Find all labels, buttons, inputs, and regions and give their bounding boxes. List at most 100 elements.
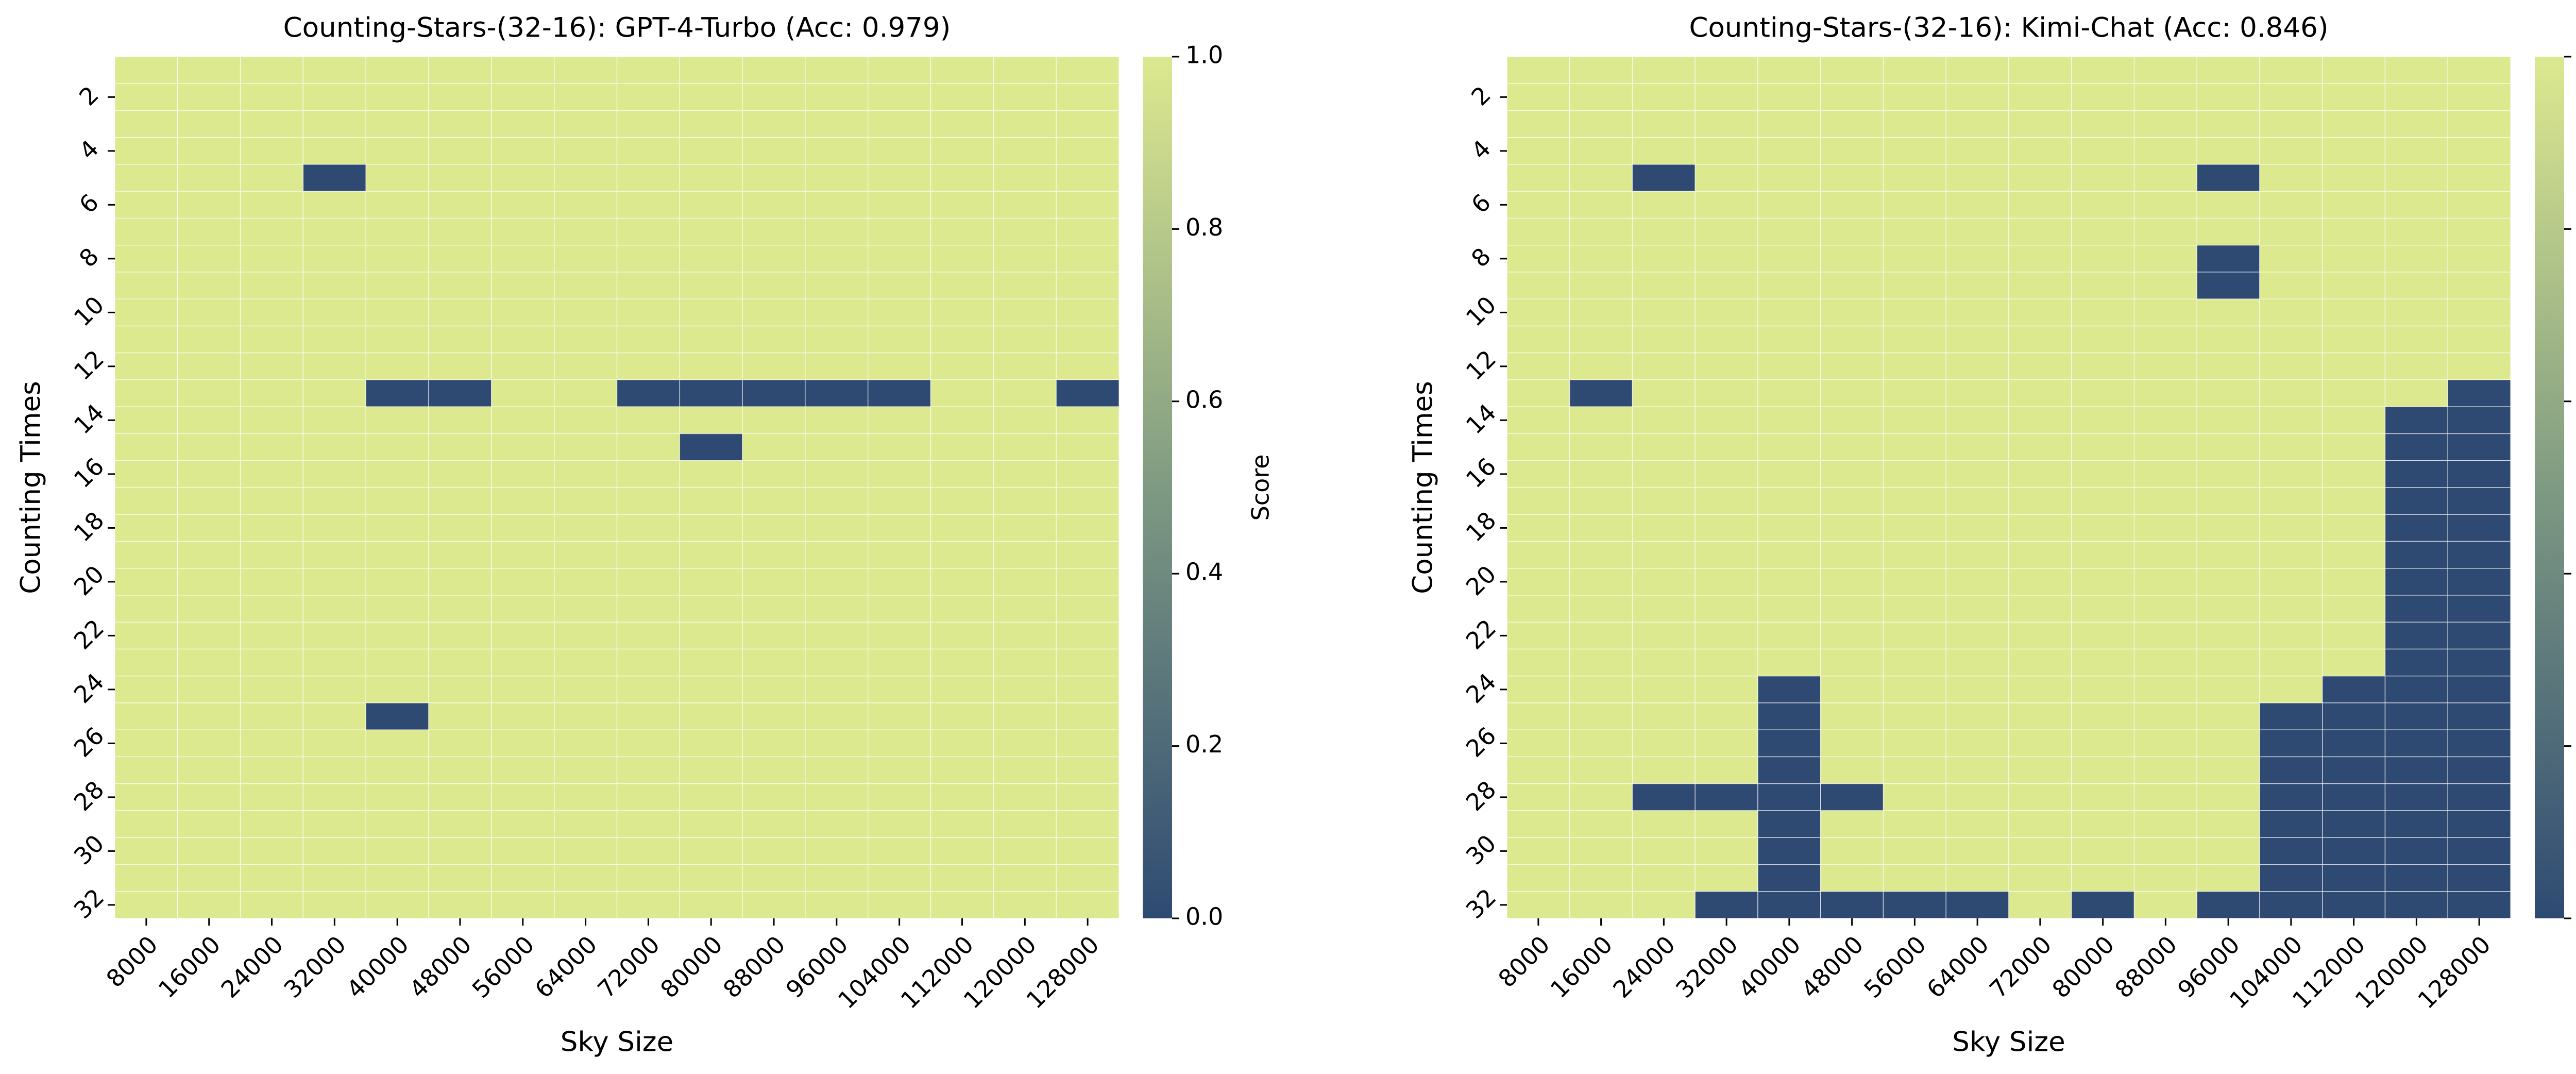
heatmap-cell <box>1569 460 1633 488</box>
y-tick-label: 8 <box>74 242 104 273</box>
heatmap-cell <box>1757 648 1821 677</box>
heatmap-cell <box>930 541 994 569</box>
heatmap-cell <box>365 891 429 919</box>
y-tick-label: 2 <box>1466 80 1496 111</box>
heatmap-cell <box>2322 406 2386 434</box>
heatmap-cell <box>1056 110 1120 138</box>
heatmap-cell <box>2447 460 2511 488</box>
heatmap-cell <box>868 433 931 461</box>
heatmap-cell <box>2196 676 2260 703</box>
heatmap-cell <box>1632 298 1696 327</box>
heatmap-cell <box>2259 864 2323 892</box>
heatmap-cell <box>1883 514 1946 542</box>
heatmap-cell <box>553 56 618 84</box>
heatmap-cell <box>1569 622 1633 650</box>
heatmap-cell <box>240 353 304 380</box>
heatmap-cell <box>868 702 931 730</box>
heatmap-cell <box>1757 164 1821 192</box>
heatmap-cell <box>114 648 178 677</box>
heatmap-cell <box>2322 783 2386 811</box>
heatmap-cell <box>2196 622 2260 650</box>
colorbar-tick-label: 1.0 <box>1185 41 1223 69</box>
heatmap-cell <box>1757 756 1821 784</box>
heatmap-cell <box>1569 379 1633 407</box>
heatmap-cell <box>1694 83 1758 111</box>
heatmap-cell <box>2008 110 2072 138</box>
heatmap-cell <box>1945 110 2009 138</box>
heatmap-cell <box>240 729 304 758</box>
heatmap-cell <box>2384 810 2448 838</box>
heatmap-cell <box>1820 460 1884 488</box>
heatmap-cell <box>2322 756 2386 784</box>
heatmap-cell <box>993 702 1057 730</box>
heatmap-cell <box>1506 676 1570 703</box>
heatmap-cell <box>428 83 492 111</box>
heatmap-cell <box>2133 191 2197 219</box>
heatmap-cell <box>1820 648 1884 677</box>
heatmap-cell <box>2322 729 2386 758</box>
heatmap-cell <box>2259 298 2323 327</box>
heatmap-cell <box>2322 110 2386 138</box>
heatmap-cell <box>2196 325 2260 354</box>
heatmap-cell <box>2071 702 2135 730</box>
heatmap-cell <box>1883 837 1946 865</box>
heatmap-cell <box>2071 648 2135 677</box>
heatmap-cell <box>1883 433 1946 461</box>
heatmap-cell <box>177 864 241 892</box>
heatmap-cell <box>2008 487 2072 515</box>
heatmap-cell <box>742 487 806 515</box>
x-tick-label: 88000 <box>718 930 791 1003</box>
heatmap-cell <box>302 622 366 650</box>
heatmap-cell <box>1694 541 1758 569</box>
heatmap-cell <box>114 729 178 758</box>
heatmap-cell <box>1820 891 1884 919</box>
heatmap-cell <box>742 325 806 354</box>
heatmap-cell <box>993 110 1057 138</box>
heatmap-cell <box>2447 595 2511 623</box>
heatmap-cell <box>679 837 743 865</box>
heatmap-cell <box>553 164 618 192</box>
heatmap-cell <box>2196 648 2260 677</box>
heatmap-cell <box>1945 217 2009 246</box>
heatmap-cell <box>1694 702 1758 730</box>
heatmap-cell <box>1945 648 2009 677</box>
colorbar-tick-label: 0.0 <box>1185 903 1223 931</box>
heatmap-cell <box>1632 541 1696 569</box>
heatmap-cell <box>177 110 241 138</box>
heatmap-cell <box>2008 164 2072 192</box>
heatmap-cell <box>365 56 429 84</box>
heatmap-cell <box>2071 810 2135 838</box>
heatmap-cell <box>1945 56 2009 84</box>
heatmap-cell <box>491 568 555 596</box>
heatmap-cell <box>491 325 555 354</box>
heatmap-cell <box>240 164 304 192</box>
heatmap-cell <box>1883 541 1946 569</box>
heatmap-cell <box>177 541 241 569</box>
heatmap-cell <box>553 191 618 219</box>
heatmap-cell <box>2259 325 2323 354</box>
heatmap-cell <box>302 756 366 784</box>
heatmap-cell <box>805 622 869 650</box>
heatmap-cell <box>177 810 241 838</box>
heatmap-cell <box>2008 353 2072 380</box>
heatmap-cell <box>553 756 618 784</box>
heatmap-cell <box>2322 810 2386 838</box>
heatmap-cell <box>868 568 931 596</box>
heatmap-cell <box>114 379 178 407</box>
heatmap-cell <box>2259 595 2323 623</box>
heatmap-cell <box>2384 676 2448 703</box>
heatmap-cell <box>868 487 931 515</box>
heatmap-cell <box>1056 595 1120 623</box>
heatmap-cell <box>2322 622 2386 650</box>
x-axis-label: Sky Size <box>561 1027 673 1058</box>
heatmap-cell <box>993 217 1057 246</box>
chart-title: Counting-Stars-(32-16): Kimi-Chat (Acc: … <box>1689 12 2328 44</box>
heatmap-cell <box>1569 353 1633 380</box>
heatmap-cell <box>930 487 994 515</box>
heatmap-cell <box>1820 217 1884 246</box>
heatmap-cell <box>742 110 806 138</box>
heatmap-cell <box>1820 83 1884 111</box>
heatmap-cell <box>616 864 681 892</box>
heatmap-cell <box>616 433 681 461</box>
heatmap-cell <box>805 137 869 165</box>
